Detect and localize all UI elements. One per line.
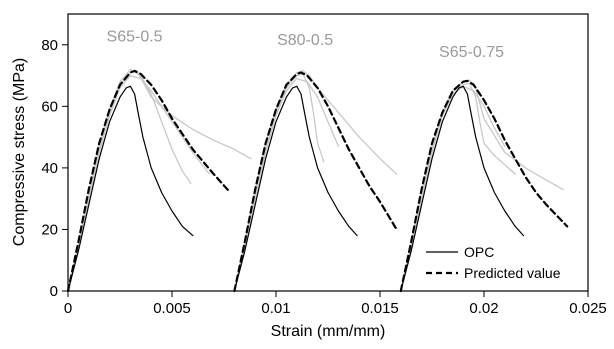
y-tick-label: 0: [50, 283, 58, 300]
x-tick-label: 0.025: [569, 300, 607, 317]
y-tick-label: 20: [41, 221, 58, 238]
curve-s65-05-predicted-4: [66, 69, 232, 293]
x-tick-label: 0.01: [261, 300, 290, 317]
annotations-layer: S65-0.5 S80-0.5 S65-0.75: [107, 29, 505, 61]
x-tick-label: 0.015: [361, 300, 399, 317]
legend-label-predicted: Predicted value: [464, 265, 561, 281]
curve-s80-05-experiment-7: [233, 77, 340, 292]
curve-s65-075-opc-13: [400, 85, 525, 292]
x-tick-label: 0: [64, 300, 72, 317]
curve-s65-075-experiment-11: [400, 82, 516, 292]
curve-s80-05-opc-8: [233, 85, 358, 292]
curve-s65-075-predicted-14: [399, 79, 569, 293]
annotation-s65-05: S65-0.5: [107, 29, 163, 46]
x-tick-label: 0.005: [153, 300, 191, 317]
plot-frame: [67, 13, 589, 292]
y-axis-title: Compressive stress (MPa): [11, 58, 28, 246]
y-tick-label: 80: [41, 37, 58, 54]
legend-label-opc: OPC: [464, 244, 494, 260]
annotation-s80-05: S80-0.5: [277, 32, 333, 49]
curve-s80-05-predicted-9: [233, 71, 398, 293]
y-ticks: 0 20 40 60 80: [41, 37, 68, 300]
axes-layer: [67, 13, 589, 292]
curve-s65-05-experiment-2: [67, 74, 211, 292]
legend: OPC Predicted value: [426, 244, 561, 281]
curve-s65-075-experiment-12: [400, 85, 506, 292]
x-axis-title: Strain (mm/mm): [271, 323, 386, 340]
curves-layer: [66, 68, 569, 293]
annotation-s65-075: S65-0.75: [439, 44, 504, 61]
x-ticks: 0 0.005 0.01 0.015 0.02 0.025: [64, 291, 607, 317]
x-tick-label: 0.02: [469, 300, 498, 317]
y-tick-label: 40: [41, 160, 58, 177]
curve-s80-05-experiment-6: [233, 73, 325, 292]
y-tick-label: 60: [41, 98, 58, 115]
curve-s65-05-experiment-1: [67, 68, 192, 292]
curve-s65-05-opc-3: [67, 85, 194, 292]
